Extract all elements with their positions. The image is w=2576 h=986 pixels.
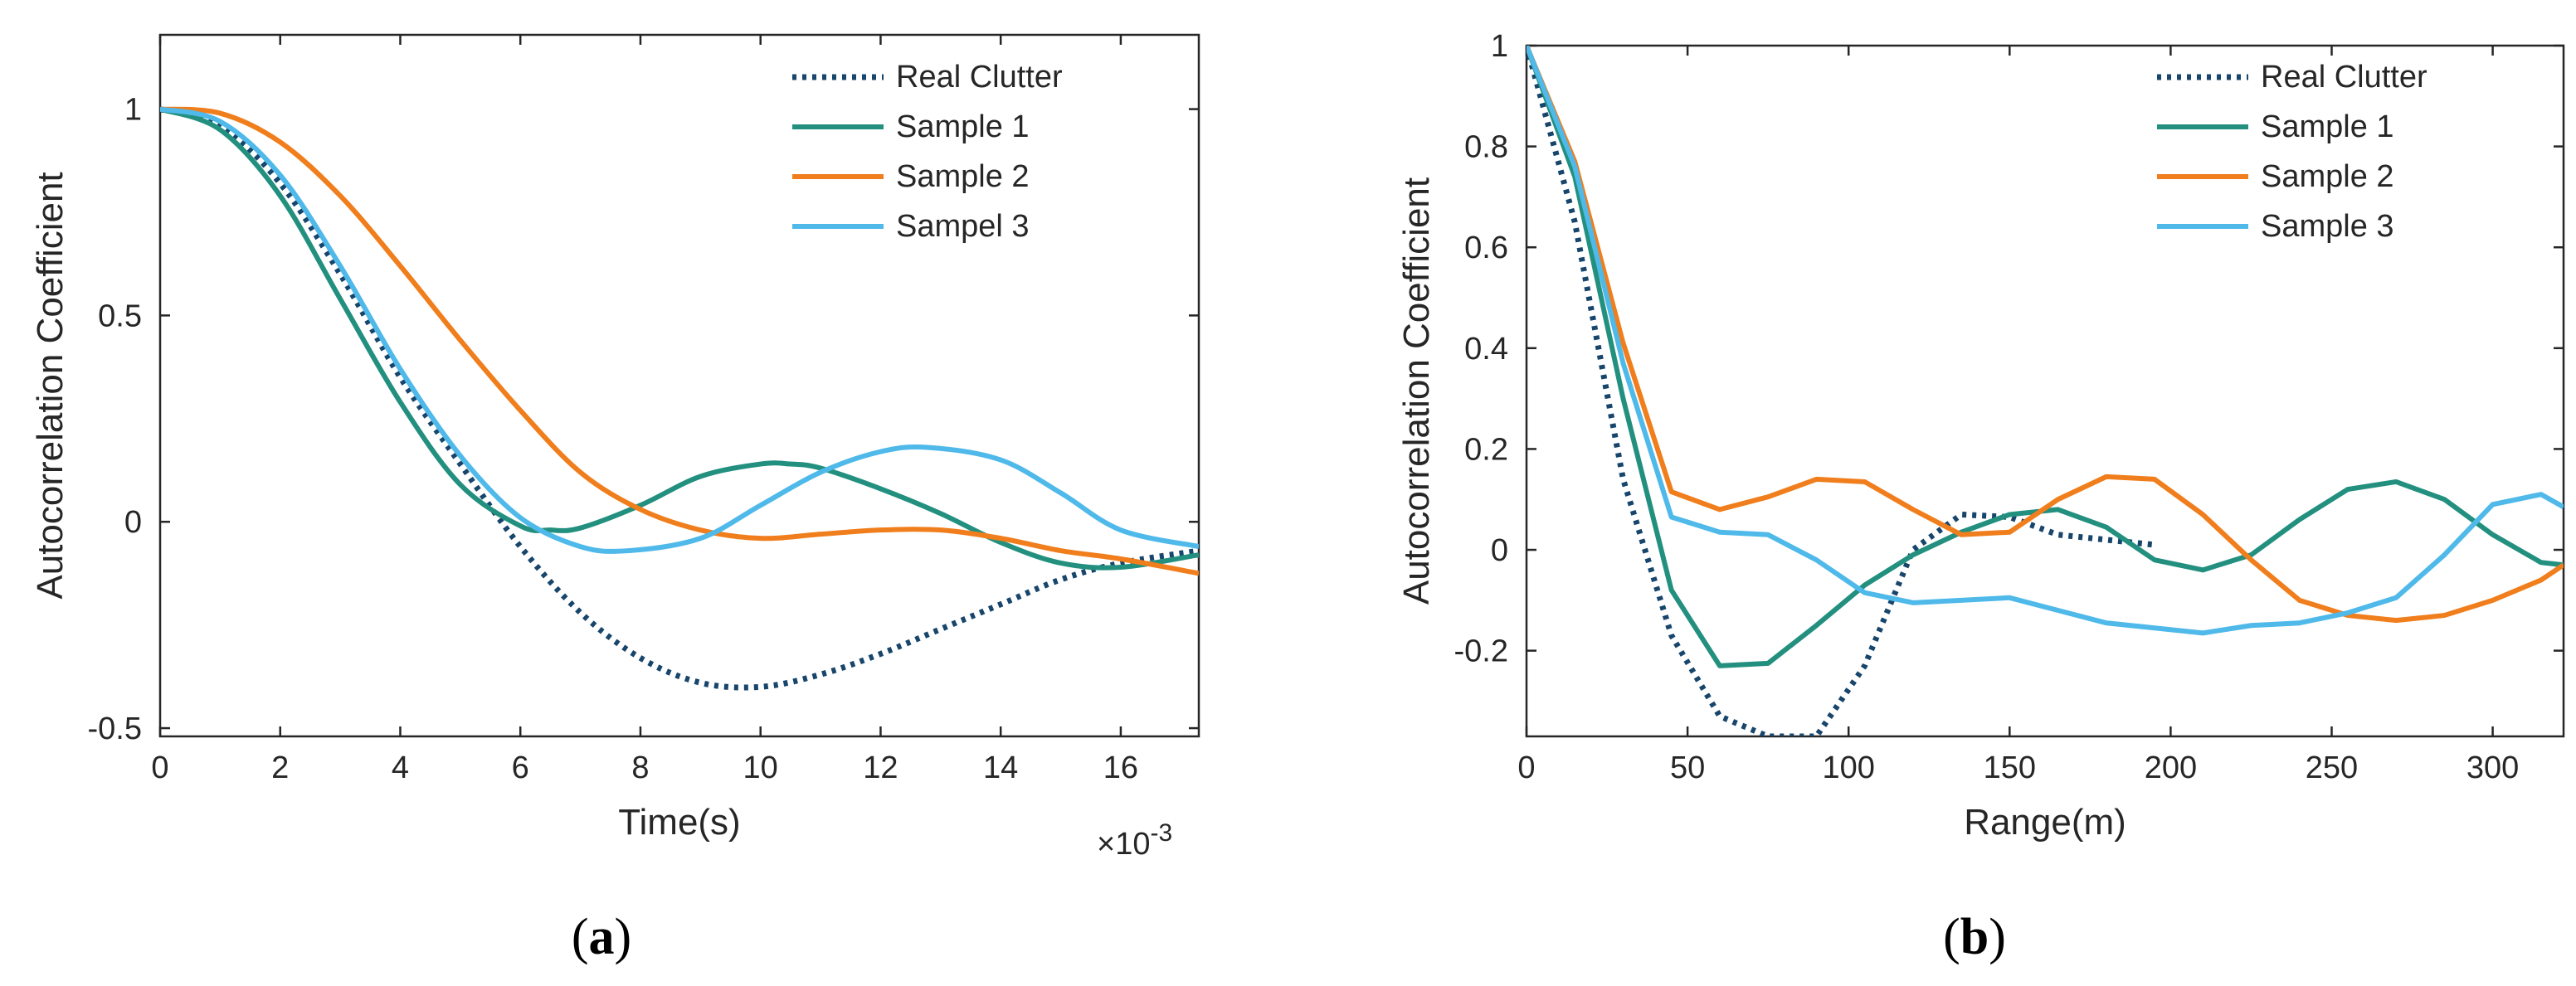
- x-tick-label: 0: [1517, 750, 1535, 785]
- y-tick-label: 0.5: [98, 299, 142, 333]
- x-tick-label: 6: [512, 750, 529, 785]
- legend-entry-label: Sample 1: [896, 109, 1030, 144]
- x-exponent-label: ×10-3: [1097, 819, 1172, 862]
- legend-entry-label: Sample 1: [2261, 109, 2394, 144]
- legend-entry-label: Real Clutter: [896, 60, 1063, 95]
- series-line-sampel-3: [160, 106, 1199, 554]
- y-axis-label: Autocorrelation Coefficient: [1396, 177, 1437, 605]
- y-tick-label: -0.5: [88, 712, 142, 746]
- x-axis-label: Time(s): [618, 802, 740, 843]
- series-line-sample-2: [1527, 46, 2564, 624]
- y-tick-label: 0.8: [1464, 130, 1508, 165]
- y-tick-label: 0: [1491, 533, 1508, 568]
- x-tick-label: 150: [1984, 750, 2036, 785]
- x-tick-label: 8: [631, 750, 649, 785]
- x-tick-label: 14: [983, 750, 1018, 785]
- series-line-sample-3: [1527, 46, 2564, 636]
- y-tick-label: -0.2: [1454, 634, 1508, 669]
- plot-area: [158, 33, 1200, 738]
- legend-entry-label: Sample 3: [2261, 209, 2394, 244]
- x-tick-label: 250: [2306, 750, 2358, 785]
- y-axis-label: Autocorrelation Coefficient: [30, 172, 71, 599]
- x-axis-label: Range(m): [1964, 802, 2126, 843]
- x-tick-label: 4: [392, 750, 409, 785]
- series-line-real-clutter: [160, 106, 1199, 691]
- y-tick-label: 0.6: [1464, 231, 1508, 265]
- x-tick-label: 300: [2466, 750, 2519, 785]
- series-line-sample-1: [1527, 46, 2564, 668]
- y-tick-label: 1: [124, 93, 142, 128]
- x-tick-label: 0: [151, 750, 168, 785]
- panel-a: 0 2 4 6 8 10 12 14 16 -0.5 0 0.5 1 Time(s) Autocorrela…: [30, 33, 1200, 862]
- y-tick-label: 1: [1491, 29, 1508, 64]
- series-line-sample-2: [160, 106, 1199, 576]
- panel-label-b: (b): [1943, 909, 2006, 965]
- y-tick-label: 0.4: [1464, 332, 1508, 367]
- y-tick-label: 0: [124, 505, 142, 540]
- x-tick-label: 16: [1103, 750, 1138, 785]
- legend-entry-label: Sample 2: [2261, 159, 2394, 194]
- x-tick-label: 10: [743, 750, 778, 785]
- x-tick-label: 100: [1822, 750, 1874, 785]
- plot-area: [1525, 44, 2565, 738]
- x-tick-label: 2: [271, 750, 289, 785]
- panel-b: 0 50 100 150 200 250 300 -0.2 0 0.2 0.4 0.6 0.8 1 Rang…: [1396, 29, 2565, 843]
- x-tick-label: 50: [1670, 750, 1705, 785]
- x-tick-label: 12: [863, 750, 898, 785]
- series-line-real-clutter: [1527, 46, 2155, 736]
- x-tick-label: 200: [2145, 750, 2197, 785]
- panel-label-a: (a): [572, 909, 631, 965]
- y-tick-label: 0.2: [1464, 432, 1508, 467]
- legend-entry-label: Sample 2: [896, 159, 1030, 194]
- legend-entry-label: Sampel 3: [896, 209, 1030, 244]
- legend-entry-label: Real Clutter: [2261, 60, 2427, 95]
